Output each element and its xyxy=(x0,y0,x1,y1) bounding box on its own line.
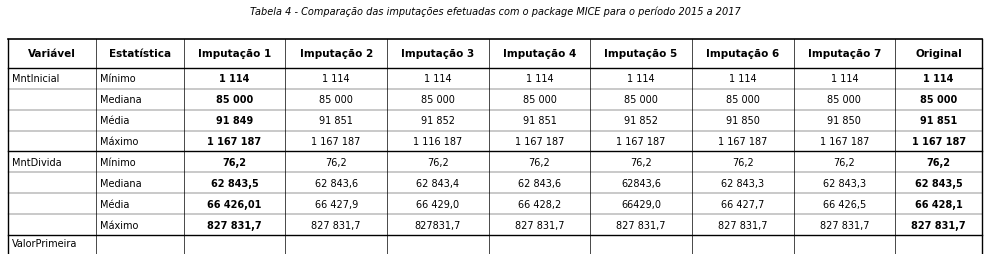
Text: Variável: Variável xyxy=(28,49,76,59)
Text: 827 831,7: 827 831,7 xyxy=(207,220,261,230)
Text: 827 831,7: 827 831,7 xyxy=(617,220,666,230)
Text: 1 114: 1 114 xyxy=(526,74,553,84)
Text: 62843,6: 62843,6 xyxy=(621,178,661,188)
Text: Imputação 3: Imputação 3 xyxy=(401,49,474,59)
Text: 85 000: 85 000 xyxy=(828,95,861,105)
Text: 85 000: 85 000 xyxy=(726,95,759,105)
Text: 1 167 187: 1 167 187 xyxy=(820,136,869,147)
Text: 91 852: 91 852 xyxy=(421,116,454,126)
Text: Máximo: Máximo xyxy=(100,220,139,230)
Text: MntInicial: MntInicial xyxy=(12,74,59,84)
Text: 1 114: 1 114 xyxy=(220,74,249,84)
Text: Média: Média xyxy=(100,199,129,209)
Text: 76,2: 76,2 xyxy=(427,157,448,167)
Text: 1 167 187: 1 167 187 xyxy=(208,136,261,147)
Text: Mínimo: Mínimo xyxy=(100,157,136,167)
Text: 85 000: 85 000 xyxy=(920,95,957,105)
Text: 85 000: 85 000 xyxy=(216,95,253,105)
Text: 827831,7: 827831,7 xyxy=(415,220,461,230)
Text: Imputação 4: Imputação 4 xyxy=(503,49,576,59)
Text: 76,2: 76,2 xyxy=(223,157,247,167)
Text: 76,2: 76,2 xyxy=(529,157,550,167)
Text: 76,2: 76,2 xyxy=(326,157,347,167)
Text: Mediana: Mediana xyxy=(100,95,142,105)
Text: 66 428,2: 66 428,2 xyxy=(518,199,561,209)
Text: 91 851: 91 851 xyxy=(523,116,556,126)
Text: 827 831,7: 827 831,7 xyxy=(912,220,966,230)
Text: 91 851: 91 851 xyxy=(319,116,353,126)
Text: Estatística: Estatística xyxy=(109,49,171,59)
Text: 91 851: 91 851 xyxy=(920,116,957,126)
Text: 1 114: 1 114 xyxy=(628,74,655,84)
Text: 1 167 187: 1 167 187 xyxy=(912,136,965,147)
Text: 1 116 187: 1 116 187 xyxy=(413,136,462,147)
Text: 62 843,3: 62 843,3 xyxy=(721,178,764,188)
Text: 66429,0: 66429,0 xyxy=(621,199,661,209)
Text: 85 000: 85 000 xyxy=(421,95,454,105)
Text: Imputação 2: Imputação 2 xyxy=(300,49,373,59)
Text: 85 000: 85 000 xyxy=(624,95,658,105)
Text: 85 000: 85 000 xyxy=(523,95,556,105)
Text: 91 850: 91 850 xyxy=(828,116,861,126)
Text: 91 849: 91 849 xyxy=(216,116,253,126)
Text: 1 114: 1 114 xyxy=(424,74,451,84)
Text: 1 167 187: 1 167 187 xyxy=(718,136,767,147)
Text: 62 843,4: 62 843,4 xyxy=(416,178,459,188)
Text: 1 167 187: 1 167 187 xyxy=(312,136,361,147)
Text: 66 427,7: 66 427,7 xyxy=(721,199,764,209)
Text: Imputação 1: Imputação 1 xyxy=(198,49,271,59)
Text: 827 831,7: 827 831,7 xyxy=(515,220,564,230)
Text: ValorPrimeira: ValorPrimeira xyxy=(12,238,77,248)
Text: 62 843,6: 62 843,6 xyxy=(518,178,561,188)
Text: 91 850: 91 850 xyxy=(726,116,759,126)
Text: 91 852: 91 852 xyxy=(624,116,658,126)
Text: 76,2: 76,2 xyxy=(834,157,855,167)
Text: 827 831,7: 827 831,7 xyxy=(312,220,361,230)
Text: Imputação 6: Imputação 6 xyxy=(706,49,779,59)
Text: 62 843,5: 62 843,5 xyxy=(915,178,962,188)
Text: 66 427,9: 66 427,9 xyxy=(315,199,357,209)
Text: Tabela 4 - Comparação das imputações efetuadas com o package MICE para o período: Tabela 4 - Comparação das imputações efe… xyxy=(249,6,741,17)
Text: Mínimo: Mínimo xyxy=(100,74,136,84)
Text: Imputação 5: Imputação 5 xyxy=(605,49,678,59)
Text: MntDivida: MntDivida xyxy=(12,157,61,167)
Text: 85 000: 85 000 xyxy=(319,95,353,105)
Text: Mediana: Mediana xyxy=(100,178,142,188)
Text: 1 114: 1 114 xyxy=(323,74,350,84)
Text: Máximo: Máximo xyxy=(100,136,139,147)
Text: 62 843,5: 62 843,5 xyxy=(211,178,258,188)
Text: Média: Média xyxy=(100,116,129,126)
Text: 1 114: 1 114 xyxy=(729,74,756,84)
Text: Imputação 7: Imputação 7 xyxy=(808,49,881,59)
Text: 76,2: 76,2 xyxy=(631,157,652,167)
Text: 76,2: 76,2 xyxy=(927,157,950,167)
Text: 66 429,0: 66 429,0 xyxy=(416,199,459,209)
Text: 66 426,5: 66 426,5 xyxy=(823,199,866,209)
Text: 62 843,3: 62 843,3 xyxy=(823,178,866,188)
Text: 66 428,1: 66 428,1 xyxy=(915,199,962,209)
Text: 827 831,7: 827 831,7 xyxy=(718,220,767,230)
Text: 76,2: 76,2 xyxy=(732,157,753,167)
Text: 1 167 187: 1 167 187 xyxy=(617,136,666,147)
Text: 1 114: 1 114 xyxy=(924,74,953,84)
Text: 1 167 187: 1 167 187 xyxy=(515,136,564,147)
Text: 66 426,01: 66 426,01 xyxy=(207,199,261,209)
Text: Original: Original xyxy=(916,49,962,59)
Text: 62 843,6: 62 843,6 xyxy=(315,178,357,188)
Text: 827 831,7: 827 831,7 xyxy=(820,220,869,230)
Text: 1 114: 1 114 xyxy=(831,74,858,84)
